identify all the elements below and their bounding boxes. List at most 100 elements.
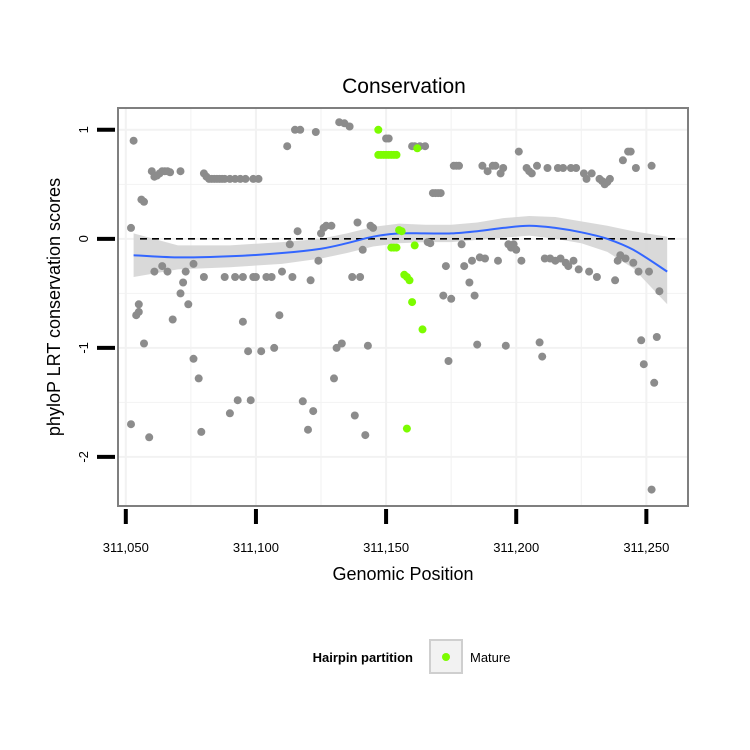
data-point xyxy=(158,262,167,271)
data-point xyxy=(527,169,536,178)
smooth-trend-line xyxy=(133,224,668,273)
data-point xyxy=(559,164,568,172)
data-point xyxy=(574,265,583,274)
data-point xyxy=(254,174,263,183)
x-tick-label: 311,200 xyxy=(493,540,539,555)
data-point xyxy=(179,278,188,287)
data-point xyxy=(304,425,312,434)
data-point xyxy=(439,291,448,300)
data-point xyxy=(517,256,526,265)
mature-points xyxy=(374,125,427,433)
mature-point xyxy=(402,424,411,433)
data-point xyxy=(426,239,435,248)
data-point xyxy=(134,300,143,309)
data-point xyxy=(629,258,638,267)
data-point xyxy=(293,227,302,236)
y-axis: -2 -1 0 1 xyxy=(76,126,115,463)
data-point xyxy=(238,273,247,281)
plot-background xyxy=(118,108,688,506)
mature-point xyxy=(392,150,401,159)
data-point xyxy=(194,374,203,383)
data-point xyxy=(140,339,148,348)
x-tick-label: 311,050 xyxy=(103,540,149,555)
data-point xyxy=(501,341,510,350)
data-point xyxy=(538,352,547,361)
data-point xyxy=(330,374,338,383)
data-point xyxy=(564,262,573,271)
mature-point xyxy=(374,125,383,134)
data-point xyxy=(288,273,297,281)
data-point xyxy=(197,427,206,436)
data-point xyxy=(587,169,596,178)
mature-point xyxy=(405,276,414,285)
data-point xyxy=(233,396,242,405)
data-point xyxy=(163,267,172,276)
data-point xyxy=(129,136,138,145)
x-axis: 311,050 311,100 311,150 311,200 311,250 xyxy=(103,509,669,555)
data-point xyxy=(645,267,653,276)
data-point xyxy=(455,161,463,170)
data-point xyxy=(127,223,135,232)
data-point xyxy=(134,307,143,316)
data-point xyxy=(441,262,450,271)
data-point xyxy=(535,338,544,347)
data-point xyxy=(491,161,500,170)
data-point xyxy=(283,142,292,151)
data-point xyxy=(421,142,430,151)
data-point xyxy=(189,259,198,268)
data-point xyxy=(582,174,591,183)
data-point xyxy=(543,164,552,172)
data-point xyxy=(639,360,648,369)
data-point xyxy=(605,174,614,183)
data-point xyxy=(220,273,229,281)
mature-point xyxy=(408,298,417,307)
data-point xyxy=(298,397,307,406)
data-point xyxy=(306,276,315,285)
data-point xyxy=(267,273,276,281)
data-point xyxy=(618,156,627,165)
data-point xyxy=(176,289,185,298)
legend-mature-swatch xyxy=(442,653,450,661)
x-tick-label: 311,250 xyxy=(623,540,669,555)
data-point xyxy=(238,317,247,326)
y-tick-label: 0 xyxy=(76,235,91,242)
x-tick-label: 311,100 xyxy=(233,540,279,555)
data-point xyxy=(447,294,456,303)
data-point xyxy=(647,161,656,170)
data-point xyxy=(189,354,198,363)
data-point xyxy=(244,347,253,356)
data-point xyxy=(285,240,294,249)
data-point xyxy=(585,267,594,276)
data-point xyxy=(231,273,240,281)
data-point xyxy=(361,431,370,440)
data-point xyxy=(569,256,578,265)
data-point xyxy=(350,411,359,420)
legend: Hairpin partition Mature xyxy=(313,639,510,674)
data-point xyxy=(655,287,664,296)
mature-point xyxy=(397,227,406,236)
data-point xyxy=(140,197,148,206)
data-point xyxy=(436,189,445,198)
data-point xyxy=(270,343,279,352)
data-point xyxy=(296,125,305,134)
data-point xyxy=(150,267,159,276)
data-point xyxy=(473,340,482,349)
data-point xyxy=(499,164,508,172)
plot-panel xyxy=(117,107,689,507)
y-tick-label: -2 xyxy=(76,451,91,463)
data-point xyxy=(246,396,255,405)
data-point xyxy=(621,254,630,263)
data-point xyxy=(358,245,367,254)
data-point xyxy=(514,147,523,156)
data-point xyxy=(468,256,476,265)
data-point xyxy=(348,273,357,281)
data-point xyxy=(384,134,393,143)
mature-point xyxy=(413,144,422,153)
other-points xyxy=(127,118,664,494)
data-point xyxy=(225,409,234,418)
data-point xyxy=(327,221,336,230)
data-point xyxy=(592,273,601,281)
data-point xyxy=(478,161,487,170)
data-point xyxy=(184,300,193,309)
